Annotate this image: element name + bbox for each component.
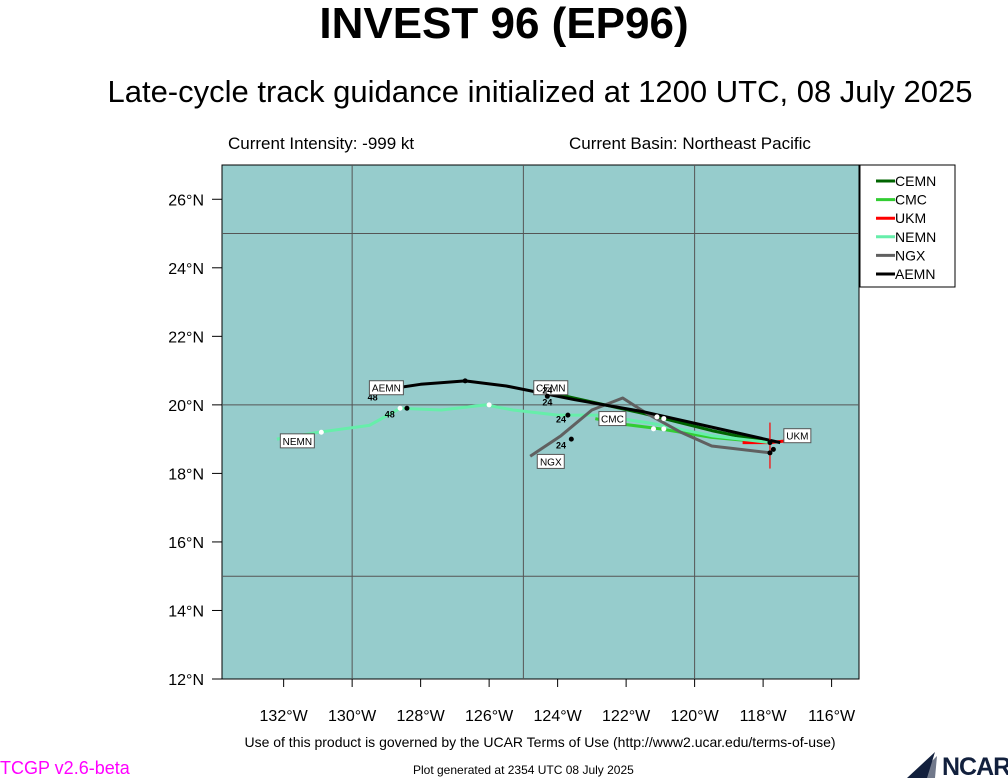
y-tick-label: 20°N (168, 398, 204, 415)
tau-label: 24 (556, 440, 566, 450)
track-marker-nemn (397, 405, 403, 411)
track-label-ukm: UKM (786, 432, 808, 443)
chart-title: INVEST 96 (EP96) (319, 0, 689, 48)
tau-label: 24 (542, 385, 552, 395)
gridlines (222, 165, 859, 679)
track-label-box-nemn (279, 433, 315, 449)
legend-entry-aemn: AEMN (895, 266, 935, 282)
track-marker-aemn (462, 378, 468, 384)
track-label-aemn: AEMN (372, 384, 401, 395)
track-marker-cmc (651, 426, 657, 432)
ncar-logo-text: NCAR (942, 753, 1008, 781)
tau-label: 24 (556, 415, 566, 425)
terms-notice: Use of this product is governed by the U… (244, 734, 836, 750)
legend-entry-cemn: CEMN (895, 173, 936, 189)
map-area (221, 164, 860, 680)
forecast-tracks: CEMN CMC UKM 48 NEMN 24 NGX 48 24 24 24 AEMN (276, 378, 812, 469)
x-tick-label: 116°W (808, 708, 856, 725)
track-marker-aemn (770, 446, 776, 452)
track-label-ngx: NGX (540, 457, 562, 468)
chart-subtitle: Late-cycle track guidance initialized at… (107, 74, 973, 109)
x-tick-label: 128°W (397, 708, 446, 725)
tau-label: 24 (542, 397, 552, 407)
legend-entry-ngx: NGX (895, 247, 926, 263)
track-marker-cmc (661, 426, 667, 432)
y-tick-label: 24°N (168, 261, 204, 278)
legend-entry-cmc: CMC (895, 192, 927, 208)
y-tick-label: 16°N (168, 535, 204, 552)
ncar-logo-icon (907, 752, 937, 778)
tau-label: 48 (368, 392, 378, 402)
track-marker-ngx (568, 436, 574, 442)
track-marker-aemn (767, 440, 773, 446)
track-line-cemn (550, 391, 771, 445)
track-marker-nemn (318, 429, 324, 435)
legend-entry-nemn: NEMN (895, 229, 936, 245)
track-line-nemn (276, 403, 771, 445)
x-tick-label: 132°W (260, 708, 309, 725)
y-tick-label: 18°N (168, 466, 204, 483)
track-label-box-cemn (533, 380, 569, 396)
track-line-ngx (529, 396, 771, 458)
current-basin: Current Basin: Northeast Pacific (569, 134, 811, 153)
track-label-box-aemn (368, 380, 404, 396)
track-label-cmc: CMC (601, 415, 624, 426)
y-tick-label: 14°N (168, 603, 204, 620)
track-marker-nemn (661, 416, 667, 422)
legend-entry-ukm: UKM (895, 210, 926, 226)
track-label-box-cmc (598, 411, 627, 427)
legend: CEMN CMC UKM NEMN NGX AEMN (859, 164, 956, 288)
y-tick-label: 12°N (168, 672, 204, 689)
track-marker-aemn (565, 412, 571, 418)
x-tick-label: 122°W (602, 708, 651, 725)
version-label: TCGP v2.6-beta (0, 758, 130, 778)
y-tick-label: 26°N (168, 192, 204, 209)
legend-box (859, 164, 956, 288)
track-label-nemn: NEMN (283, 437, 312, 448)
x-tick-label: 124°W (534, 708, 583, 725)
axes: 132°W 130°W 128°W 126°W 124°W 122°W 120°W 118°W… (168, 192, 856, 725)
current-intensity: Current Intensity: -999 kt (228, 134, 415, 153)
x-tick-label: 118°W (740, 708, 788, 725)
tau-label: 48 (385, 409, 395, 419)
track-marker-nemn (486, 402, 492, 408)
track-label-cemn: CEMN (536, 384, 565, 395)
track-marker-aemn (404, 405, 410, 411)
track-label-box-ngx (536, 453, 565, 469)
generated-timestamp: Plot generated at 2354 UTC 08 July 2025 (413, 763, 634, 777)
track-label-box-ukm (783, 428, 812, 444)
y-tick-label: 22°N (168, 329, 204, 346)
x-tick-label: 120°W (671, 708, 720, 725)
x-tick-label: 130°W (328, 708, 377, 725)
track-marker-nemn (654, 414, 660, 420)
x-tick-label: 126°W (465, 708, 514, 725)
track-marker-aemn (544, 393, 550, 399)
track-marker-ngx (767, 450, 773, 456)
